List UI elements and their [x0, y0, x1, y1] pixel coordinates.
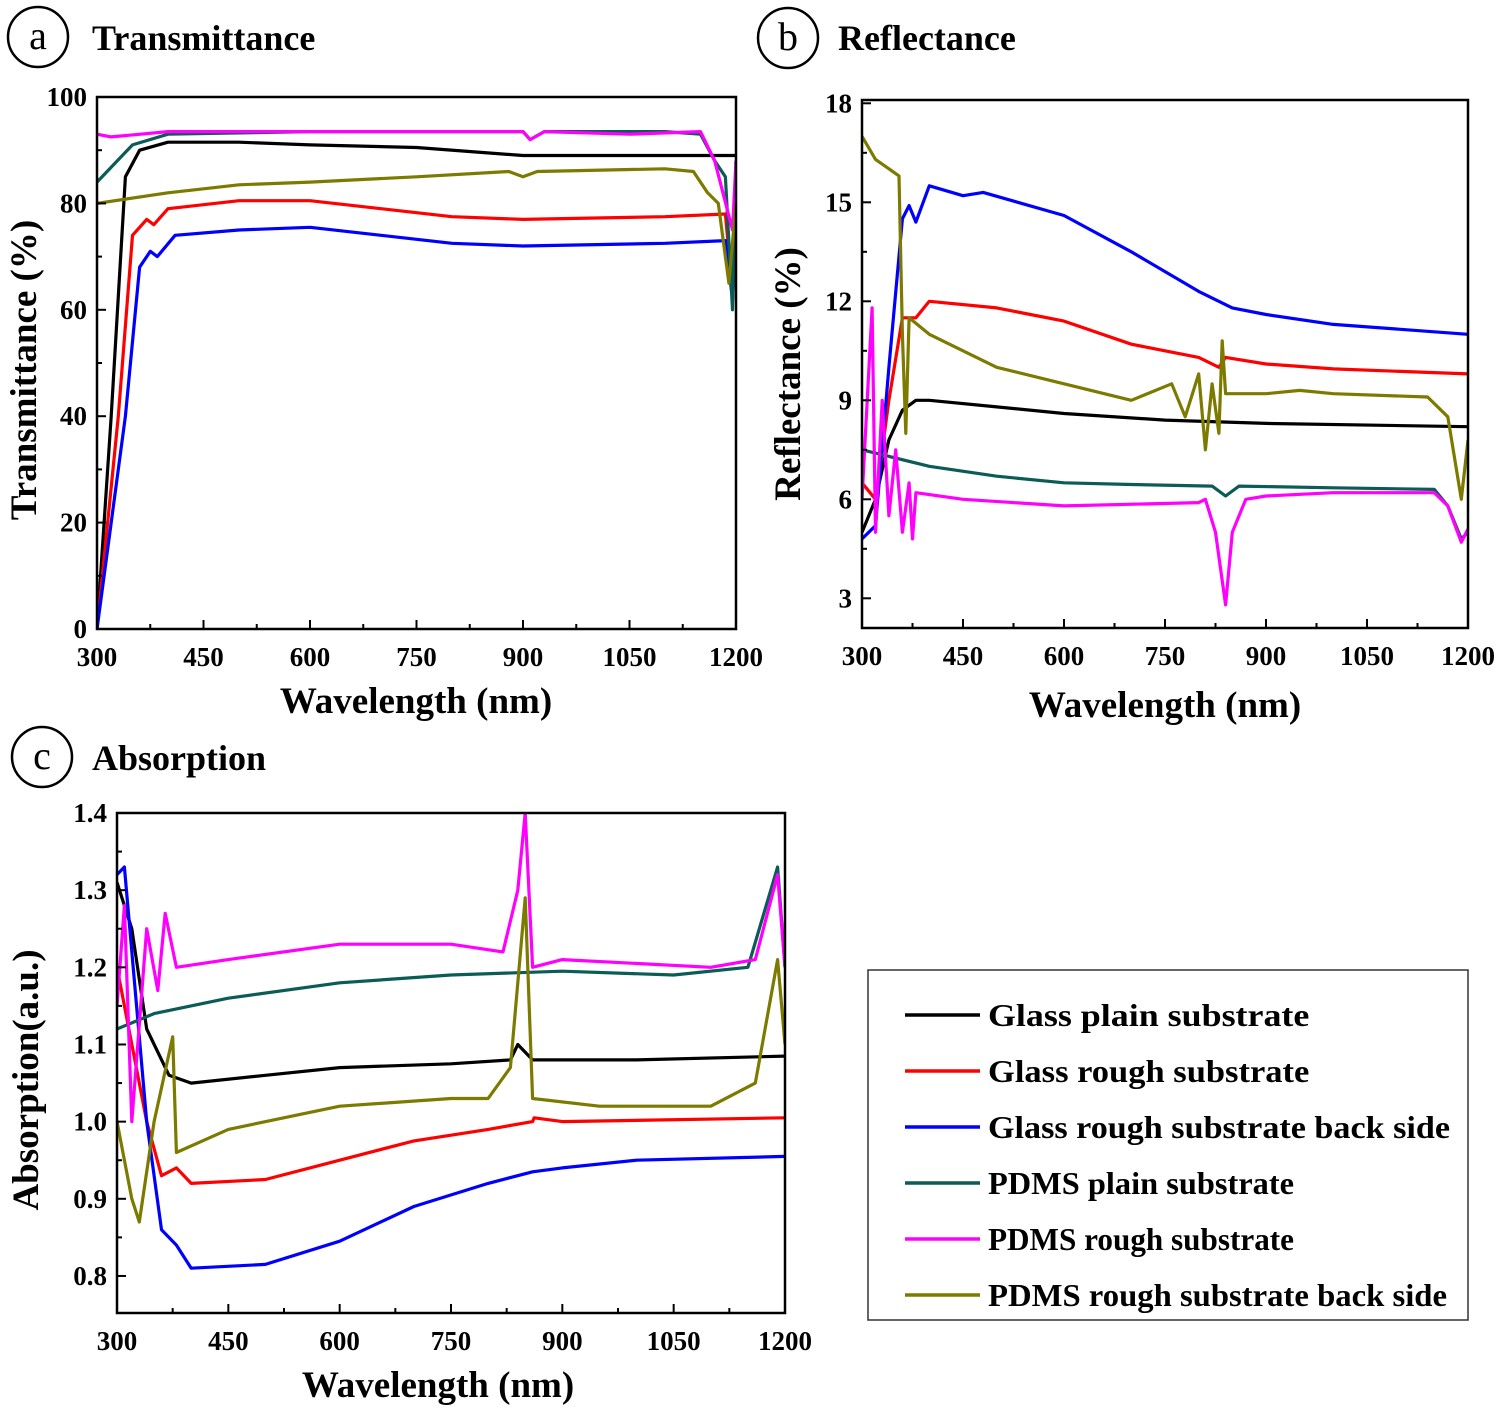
legend-box [867, 969, 1469, 1321]
x-tick-label: 900 [542, 1326, 583, 1356]
y-tick-label: 60 [60, 295, 87, 325]
y-tick-label: 12 [825, 286, 852, 316]
panel-label: c [33, 733, 51, 778]
x-tick-label: 600 [1044, 641, 1085, 671]
x-tick-label: 450 [183, 642, 224, 672]
series-line-5 [117, 813, 785, 1124]
y-axis-title: Absorption(a.u.) [6, 949, 47, 1210]
y-tick-label: 1.3 [73, 875, 107, 905]
legend-item: Glass rough substrate [905, 1053, 1309, 1089]
legend: Glass plain substrate Glass rough substra… [867, 969, 1469, 1321]
legend-item: PDMS rough substrate [905, 1221, 1294, 1257]
series-line-6 [97, 167, 736, 285]
series-line-6 [862, 135, 1468, 501]
x-tick-label: 600 [290, 642, 331, 672]
series-line-1 [117, 881, 785, 1085]
x-tick-label: 900 [1246, 641, 1287, 671]
y-tick-label: 0.9 [73, 1184, 107, 1214]
series-line-1 [97, 140, 736, 629]
legend-label: PDMS plain substrate [988, 1165, 1294, 1201]
y-tick-label: 18 [825, 88, 852, 118]
legend-item: Glass rough substrate back side [905, 1109, 1450, 1145]
x-tick-label: 750 [396, 642, 437, 672]
x-tick-label: 300 [842, 641, 883, 671]
x-tick-label: 750 [1145, 641, 1186, 671]
legend-label: Glass rough substrate [988, 1053, 1309, 1089]
series-line-4 [117, 865, 785, 1031]
plot-frame [860, 98, 1470, 630]
y-tick-label: 100 [47, 82, 88, 112]
y-tick-label: 1.4 [73, 798, 107, 828]
y-tick-label: 0.8 [73, 1261, 107, 1291]
series-line-1 [862, 398, 1468, 533]
x-tick-label: 450 [943, 641, 984, 671]
legend-item: PDMS plain substrate [905, 1165, 1294, 1201]
x-tick-label: 900 [503, 642, 544, 672]
y-tick-label: 80 [60, 188, 87, 218]
legend-label: Glass plain substrate [988, 997, 1309, 1033]
series-line-2 [97, 199, 736, 629]
y-tick-label: 20 [60, 508, 87, 538]
panel-label: a [29, 13, 47, 58]
x-tick-label: 750 [431, 1326, 472, 1356]
legend-label: PDMS rough substrate [988, 1221, 1294, 1257]
legend-item: PDMS rough substrate back side [905, 1277, 1447, 1313]
x-tick-label: 450 [208, 1326, 249, 1356]
x-tick-label: 1200 [1441, 641, 1495, 671]
series-line-2 [117, 966, 785, 1185]
x-tick-label: 1200 [758, 1326, 812, 1356]
series-line-2 [862, 299, 1468, 501]
y-tick-label: 0 [74, 614, 88, 644]
x-tick-label: 300 [97, 1326, 138, 1356]
panel-label: b [778, 14, 798, 59]
legend-item: Glass plain substrate [905, 997, 1309, 1033]
y-axis-title: Transmittance (%) [4, 220, 45, 520]
series-line-5 [97, 130, 736, 232]
x-axis-title: Wavelength (nm) [302, 1365, 574, 1406]
x-axis-title: Wavelength (nm) [280, 681, 552, 722]
x-tick-label: 600 [319, 1326, 360, 1356]
y-tick-label: 1.2 [73, 952, 107, 982]
panel-c: c Absorption 300 450 600 750 900 1050 1200 0.8 0.9… [6, 725, 812, 1406]
y-axis-title: Reflectance (%) [768, 247, 809, 501]
legend-label: Glass rough substrate back side [988, 1109, 1450, 1145]
y-tick-label: 3 [839, 583, 853, 613]
x-tick-label: 1050 [647, 1326, 701, 1356]
x-axis-title: Wavelength (nm) [1029, 685, 1301, 726]
panel-b: b Reflectance 300 450 600 750 900 1050 1200 3 6 9 12… [756, 6, 1495, 726]
x-tick-label: 1050 [1340, 641, 1394, 671]
panel-label-circle [6, 5, 70, 69]
panel-title: Absorption [92, 738, 266, 778]
series-line-3 [862, 184, 1468, 541]
series-line-6 [117, 896, 785, 1224]
y-tick-label: 1.0 [73, 1107, 107, 1137]
y-tick-label: 40 [60, 401, 87, 431]
series-line-4 [97, 130, 736, 312]
y-tick-label: 15 [825, 187, 852, 217]
x-tick-label: 1050 [603, 642, 657, 672]
series-line-3 [117, 865, 785, 1270]
y-tick-label: 1.1 [73, 1029, 107, 1059]
panel-label-circle [10, 725, 74, 789]
panel-title: Transmittance [92, 18, 315, 58]
panel-a: a Transmittance 300 450 600 750 900 1050 1200 0 20… [4, 5, 763, 722]
panel-label-circle [756, 6, 820, 70]
y-tick-label: 6 [839, 484, 853, 514]
y-tick-label: 9 [839, 385, 853, 415]
panel-title: Reflectance [838, 18, 1016, 58]
series-line-4 [862, 448, 1468, 541]
series-line-3 [97, 225, 736, 629]
x-tick-label: 1200 [709, 642, 763, 672]
series-line-5 [862, 306, 1468, 607]
x-tick-label: 300 [77, 642, 118, 672]
legend-label: PDMS rough substrate back side [988, 1277, 1447, 1313]
